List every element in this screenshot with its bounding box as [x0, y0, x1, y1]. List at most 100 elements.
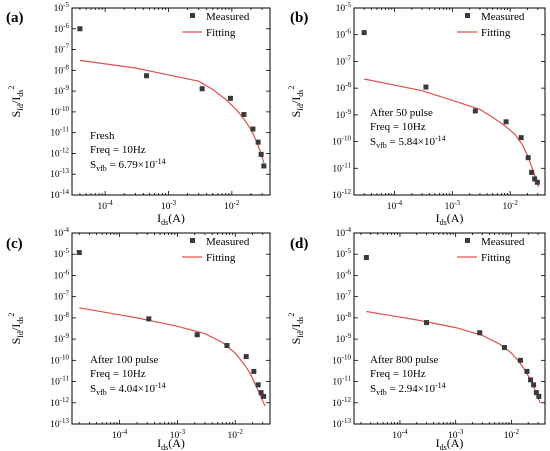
measured-point	[255, 382, 261, 388]
y-tick-label: 10-7	[54, 290, 70, 303]
x-tick-label: 10-3	[161, 199, 177, 212]
measured-point	[261, 163, 267, 169]
y-tick-label: 10-6	[54, 268, 70, 281]
legend-marker-measured	[465, 13, 470, 18]
plot-frame	[353, 232, 546, 425]
x-tick-label: 10-4	[97, 199, 113, 212]
measured-point	[194, 332, 200, 338]
x-axis-label: Ids(A)	[436, 211, 464, 227]
y-tick-label: 10-5	[54, 1, 70, 14]
legend-marker-measured	[465, 238, 470, 243]
x-tick-label: 10-2	[224, 199, 240, 212]
y-tick-label: 10-4	[54, 226, 70, 239]
legend-label-fitting: Fitting	[206, 27, 236, 39]
measured-point	[243, 354, 249, 360]
y-tick-label: 10-10	[50, 105, 69, 118]
y-tick-label: 10-8	[54, 63, 70, 76]
panel-c: (c) 10-4 10-3 10-2 10-4 10-5 10-6 10-7 10-8 10-9 1…	[6, 226, 271, 451]
y-tick-label: 10-5	[54, 247, 70, 260]
measured-point	[363, 255, 369, 261]
measured-point	[424, 320, 430, 326]
measured-point	[525, 155, 531, 161]
x-tick-label: 10-3	[170, 428, 186, 441]
y-tick-label: 10-9	[54, 84, 70, 97]
legend-marker-measured	[190, 13, 195, 18]
annotation-frequency: Freq = 10Hz	[370, 368, 426, 380]
measured-point	[250, 126, 256, 132]
measured-point	[241, 111, 247, 117]
panel-label: (d)	[290, 236, 308, 252]
legend-label-measured: Measured	[206, 236, 250, 248]
y-tick-label: 10-10	[332, 353, 351, 366]
panel-d: (d) 10-4 10-3 10-2 10-4 10-5 10-6 10-7 10-8 10-9 1…	[287, 226, 546, 451]
legend-label-measured: Measured	[481, 11, 525, 23]
y-axis-label: SId/Ids2	[287, 86, 305, 118]
measured-point	[76, 250, 82, 256]
plot-frame	[353, 7, 546, 196]
x-tick-label: 10-3	[448, 428, 464, 441]
measured-point	[477, 330, 483, 336]
legend-marker-measured	[190, 238, 195, 243]
legend-label-measured: Measured	[206, 11, 250, 23]
measured-point	[472, 108, 478, 114]
measured-point	[518, 135, 524, 141]
y-axis-label: SId/Ids2	[7, 86, 25, 118]
x-tick-label: 10-4	[112, 428, 128, 441]
y-tick-label: 10-14	[50, 188, 69, 201]
x-tick-label: 10-2	[504, 428, 520, 441]
legend-label-measured: Measured	[481, 236, 525, 248]
y-tick-label: 10-4	[336, 226, 352, 239]
measured-point	[531, 382, 537, 388]
panel-a: (a) 10-4 10-3 10-2 10-5 10-6 10-7 10-8 10-9 10-10…	[6, 1, 271, 227]
plot-frame	[71, 7, 271, 196]
measured-point	[529, 169, 535, 175]
y-tick-label: 10-5	[336, 247, 352, 260]
legend-label-fitting: Fitting	[206, 252, 236, 264]
x-tick-label: 10-4	[392, 428, 408, 441]
x-tick-label: 10-3	[445, 199, 461, 212]
y-tick-label: 10-8	[54, 311, 70, 324]
y-axis-label: SId/Ids2	[7, 313, 25, 345]
y-tick-label: 10-8	[336, 81, 352, 94]
measured-point	[533, 390, 539, 396]
annotation-frequency: Freq = 10Hz	[90, 368, 146, 380]
measured-point	[501, 345, 507, 351]
y-tick-label: 10-11	[332, 161, 351, 174]
measured-point	[536, 393, 542, 399]
annotation-svfb: Svfb = 5.84×10-14	[370, 134, 446, 150]
x-axis-label: Ids(A)	[157, 211, 185, 227]
y-axis-label: SId/Ids2	[287, 313, 305, 345]
y-tick-label: 10-10	[50, 353, 69, 366]
annotation-svfb: Svfb = 6.79×10-14	[90, 157, 166, 173]
annotation-condition: After 100 pulse	[90, 354, 159, 366]
annotation-condition: Fresh	[90, 130, 115, 142]
measured-point	[261, 393, 267, 399]
y-tick-label: 10-11	[50, 375, 69, 388]
panel-label: (c)	[6, 236, 23, 252]
y-tick-label: 10-8	[336, 311, 352, 324]
measured-point	[144, 73, 150, 79]
annotation-frequency: Freq = 10Hz	[370, 121, 426, 133]
y-tick-label: 10-12	[50, 396, 69, 409]
measured-point	[146, 316, 152, 322]
measured-point	[251, 368, 257, 374]
measured-point	[77, 26, 83, 32]
y-tick-label: 10-12	[50, 146, 69, 159]
annotation-condition: After 800 pulse	[370, 354, 439, 366]
panel-b: (b) 10-4 10-3 10-2 10-5 10-6 10-7 10-8 10-9 10-10…	[287, 1, 546, 227]
measured-point	[423, 84, 429, 90]
y-tick-label: 10-12	[332, 396, 351, 409]
measured-point	[532, 176, 538, 182]
y-tick-label: 10-6	[54, 22, 70, 35]
measured-point	[534, 179, 540, 185]
measured-point	[255, 139, 261, 145]
y-tick-label: 10-5	[336, 1, 352, 14]
measured-point	[258, 151, 264, 157]
measured-point	[199, 86, 205, 92]
measured-point	[517, 357, 523, 363]
fitting-line	[364, 78, 540, 188]
measured-point	[224, 342, 230, 348]
annotation-svfb: Svfb = 2.94×10-14	[370, 381, 446, 397]
y-tick-label: 10-13	[50, 417, 69, 430]
